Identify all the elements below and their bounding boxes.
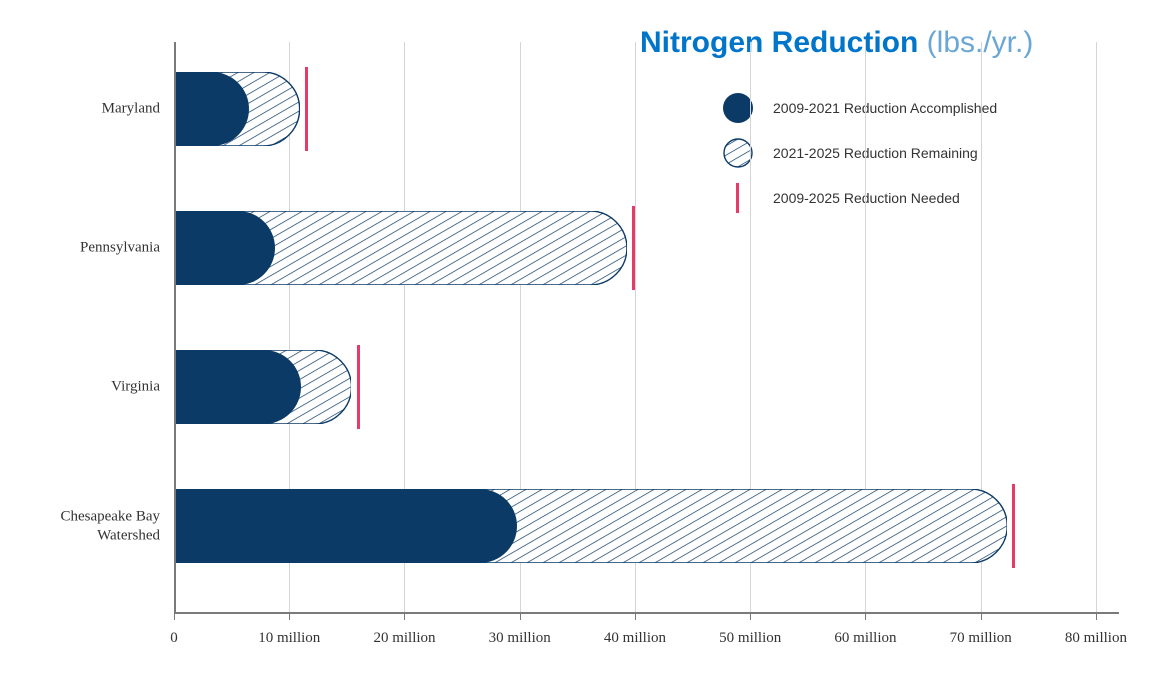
gridline [1096, 42, 1097, 612]
y-axis-label: Virginia [111, 378, 160, 397]
x-tick [981, 612, 982, 620]
x-tick [404, 612, 405, 620]
nitrogen-reduction-chart: Nitrogen Reduction (lbs./yr.) 2009-2021 … [0, 0, 1171, 687]
bar-accomplished [174, 350, 301, 424]
x-tick [174, 612, 175, 620]
bar-needed-marker [305, 67, 308, 151]
bar-accomplished [174, 72, 249, 146]
y-axis-line [174, 42, 176, 612]
bar-accomplished [174, 489, 517, 563]
x-axis-label: 50 million [719, 630, 781, 647]
bar-needed-marker [1012, 484, 1015, 568]
x-axis-label: 60 million [834, 630, 896, 647]
x-axis-label: 10 million [258, 630, 320, 647]
x-tick [865, 612, 866, 620]
y-axis-label: Maryland [102, 100, 160, 119]
bar-needed-marker [632, 206, 635, 290]
x-axis-label: 80 million [1065, 630, 1127, 647]
x-axis-label: 0 [170, 630, 178, 647]
x-axis-label: 30 million [489, 630, 551, 647]
y-axis-label: Pennsylvania [80, 239, 160, 258]
bar-accomplished [174, 211, 275, 285]
y-axis-label: Chesapeake BayWatershed [60, 507, 160, 545]
x-axis-label: 40 million [604, 630, 666, 647]
x-tick [520, 612, 521, 620]
x-axis-label: 20 million [373, 630, 435, 647]
x-axis-line [174, 612, 1119, 614]
x-tick [1096, 612, 1097, 620]
plot-area [174, 42, 1119, 612]
bar-needed-marker [357, 345, 360, 429]
x-axis-label: 70 million [950, 630, 1012, 647]
x-tick [289, 612, 290, 620]
x-tick [750, 612, 751, 620]
x-tick [635, 612, 636, 620]
